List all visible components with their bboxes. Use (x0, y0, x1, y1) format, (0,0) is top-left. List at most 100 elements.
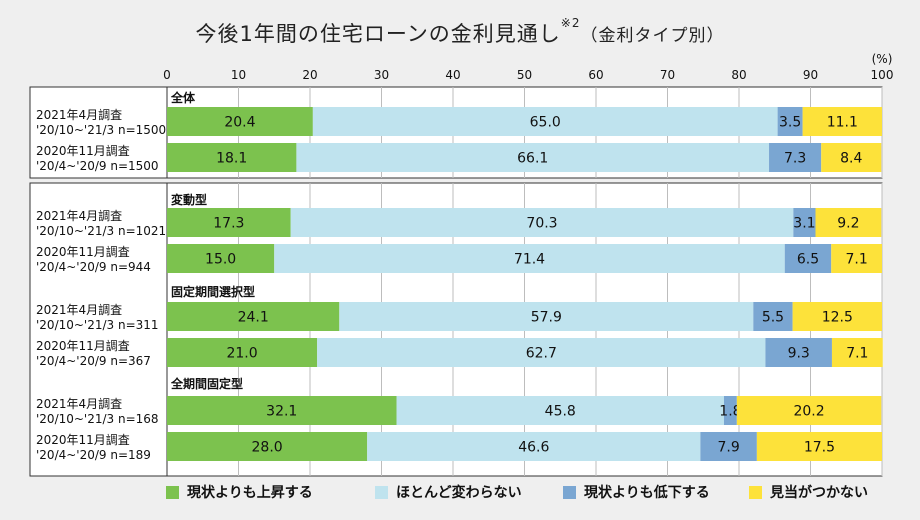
bar-segment (815, 208, 882, 237)
bar-value-label: 11.1 (827, 115, 858, 131)
x-tick-label: 80 (731, 68, 746, 82)
bar-value-label: 20.2 (793, 404, 824, 420)
bar-value-label: 8.4 (840, 151, 862, 167)
bar-value-label: 7.3 (784, 151, 806, 167)
bar-segment (700, 432, 757, 461)
bar-segment (821, 143, 882, 172)
legend-item: 見当がつかない (749, 482, 868, 502)
bar-value-label: 7.1 (845, 252, 867, 268)
stacked-bar-chart: (%)0 10 20 30 40 50 60 70 80 90 100全体2021年4月調査'20/… (29, 52, 894, 477)
legend-label: 見当がつかない (770, 485, 868, 501)
bar-segment (792, 302, 882, 331)
bar-value-label: 3.1 (793, 216, 815, 232)
bar-value-label: 6.5 (797, 252, 819, 268)
bar-value-label: 28.0 (252, 440, 283, 456)
bar-segment (753, 302, 793, 331)
bar-value-label: 32.1 (266, 404, 297, 420)
legend-label: 現状よりも上昇する (187, 485, 313, 501)
title-sub: （金利タイプ別） (580, 26, 725, 46)
axis-unit-label: (%) (872, 52, 893, 66)
bar-segment (769, 143, 822, 172)
row-label-survey: 2020年11月調査 (36, 144, 130, 158)
bar-value-label: 3.5 (779, 115, 801, 131)
x-tick-label: 60 (588, 68, 603, 82)
bar-value-label: 62.7 (526, 346, 557, 362)
bar-value-label: 71.4 (514, 252, 545, 268)
bar-segment (290, 208, 794, 237)
bar-segment (736, 396, 882, 425)
bar-segment (167, 338, 318, 367)
bar-segment (274, 244, 785, 273)
legend-swatch (563, 485, 576, 499)
row-label-survey: 2021年4月調査 (36, 209, 122, 223)
row-label-period: '20/10~'21/3 n=1021 (36, 224, 166, 238)
bar-value-label: 7.1 (846, 346, 868, 362)
bar-segment (784, 244, 832, 273)
bar-value-label: 9.3 (788, 346, 810, 362)
x-tick-label: 70 (660, 68, 675, 82)
x-tick-label: 30 (374, 68, 389, 82)
bar-segment (167, 302, 340, 331)
bar-value-label: 66.1 (517, 151, 548, 167)
bar-segment (312, 107, 778, 136)
row-label-period: '20/4~'20/9 n=944 (36, 260, 151, 274)
bar-value-label: 45.8 (545, 404, 576, 420)
row-label-survey: 2021年4月調査 (36, 108, 122, 122)
bar-segment (802, 107, 882, 136)
x-tick-label: 50 (517, 68, 532, 82)
row-label-period: '20/10~'21/3 n=168 (36, 412, 159, 426)
bar-segment (296, 143, 770, 172)
bar-value-label: 7.9 (717, 440, 739, 456)
chart-title: 今後1年間の住宅ローンの金利見通し※2（金利タイプ別） (0, 16, 920, 48)
x-tick-label: 20 (302, 68, 317, 82)
legend-label: 現状よりも低下する (584, 485, 710, 501)
bar-segment (167, 107, 313, 136)
x-tick-label: 90 (803, 68, 818, 82)
row-label-survey: 2021年4月調査 (36, 397, 122, 411)
row-label-period: '20/4~'20/9 n=189 (36, 448, 151, 462)
bar-segment (167, 396, 397, 425)
x-tick-label: 10 (231, 68, 246, 82)
row-label-survey: 2021年4月調査 (36, 303, 122, 317)
bar-value-label: 46.6 (518, 440, 549, 456)
group-label: 変動型 (171, 192, 207, 207)
title-note: ※2 (560, 16, 581, 30)
bar-value-label: 17.3 (213, 216, 244, 232)
bar-segment (339, 302, 754, 331)
bar-segment (723, 396, 737, 425)
legend-item: 現状よりも低下する (563, 482, 710, 502)
legend: 現状よりも上昇する ほとんど変わらない 現状よりも低下する 見当がつかない (0, 482, 920, 506)
bar-value-label: 1.8 (719, 404, 741, 420)
legend-item: ほとんど変わらない (375, 482, 522, 502)
bar-segment (167, 143, 297, 172)
row-label-period: '20/4~'20/9 n=1500 (36, 159, 159, 173)
bar-segment (831, 244, 882, 273)
bar-value-label: 20.4 (224, 115, 255, 131)
bar-value-label: 65.0 (530, 115, 561, 131)
bar-segment (167, 208, 291, 237)
bar-value-label: 70.3 (526, 216, 557, 232)
group-label: 全期間固定型 (170, 376, 243, 391)
legend-swatch (375, 485, 388, 499)
bar-segment (367, 432, 701, 461)
bar-value-label: 17.5 (804, 440, 835, 456)
group-label: 固定期間選択型 (171, 284, 255, 299)
legend-swatch (749, 485, 762, 499)
bar-value-label: 21.0 (226, 346, 257, 362)
bar-value-label: 5.5 (762, 310, 784, 326)
x-tick-label: 40 (445, 68, 460, 82)
legend-swatch (166, 485, 179, 499)
bar-segment (756, 432, 882, 461)
x-tick-label: 100 (871, 68, 894, 82)
row-label-survey: 2020年11月調査 (36, 433, 130, 447)
group-label: 全体 (170, 90, 196, 105)
bar-segment (765, 338, 832, 367)
bar-value-label: 18.1 (216, 151, 247, 167)
row-label-survey: 2020年11月調査 (36, 245, 130, 259)
bar-segment (793, 208, 816, 237)
legend-item: 現状よりも上昇する (166, 482, 313, 502)
bar-segment (317, 338, 766, 367)
row-label-period: '20/4~'20/9 n=367 (36, 354, 151, 368)
bar-segment (777, 107, 803, 136)
legend-label: ほとんど変わらない (396, 485, 522, 501)
